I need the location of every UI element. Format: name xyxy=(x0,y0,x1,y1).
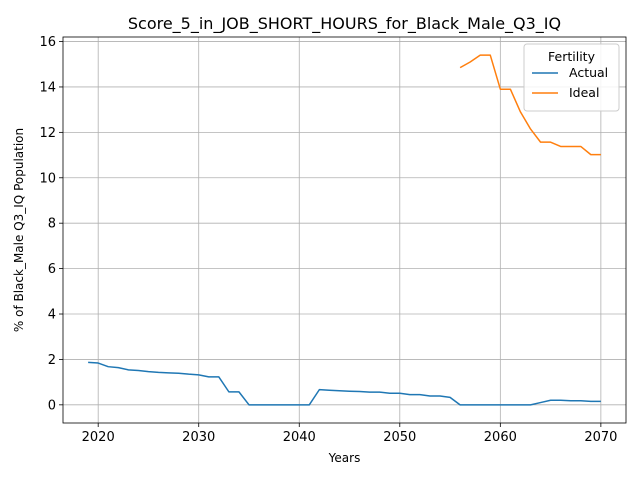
y-tick-label: 16 xyxy=(39,35,56,50)
chart-title: Score_5_in_JOB_SHORT_HOURS_for_Black_Mal… xyxy=(128,14,561,34)
legend-box xyxy=(523,43,620,112)
legend-label-ideal: Ideal xyxy=(569,85,599,100)
x-tick-label: 2070 xyxy=(584,430,617,445)
x-tick-label: 2060 xyxy=(484,430,517,445)
y-tick-label: 6 xyxy=(48,262,56,277)
legend-title: Fertility xyxy=(548,49,596,64)
y-tick-label: 0 xyxy=(48,398,56,413)
y-tick-label: 8 xyxy=(48,217,56,232)
x-axis-label: Years xyxy=(328,451,361,465)
legend-label-actual: Actual xyxy=(569,65,608,80)
y-axis-label: % of Black_Male Q3_IQ Population xyxy=(12,128,26,332)
series-line-ideal xyxy=(459,54,601,156)
y-tick-label: 10 xyxy=(39,171,56,186)
x-tick-label: 2050 xyxy=(383,430,416,445)
ticks: 2020 2030 2040 2050 2060 2070 0 2 4 6 8 10 12 14 16 xyxy=(39,35,617,445)
series-layer xyxy=(88,54,601,406)
y-tick-label: 12 xyxy=(39,126,56,141)
legend: Fertility Actual Ideal xyxy=(523,43,620,112)
y-tick-label: 14 xyxy=(39,80,56,95)
y-tick-label: 4 xyxy=(48,308,56,323)
series-line-actual xyxy=(88,361,601,406)
x-tick-label: 2030 xyxy=(182,430,215,445)
y-tick-label: 2 xyxy=(48,353,56,368)
plot-frame xyxy=(62,36,627,424)
x-tick-label: 2040 xyxy=(283,430,316,445)
x-tick-label: 2020 xyxy=(82,430,115,445)
